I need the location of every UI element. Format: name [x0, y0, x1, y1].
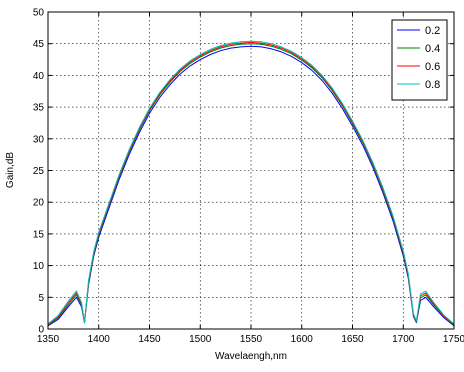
- x-tick-label: 1700: [392, 334, 415, 345]
- legend-box: [391, 19, 448, 101]
- legend-label: 0.4: [425, 43, 440, 55]
- y-tick-label: 25: [33, 166, 45, 177]
- series-group: [47, 40, 455, 327]
- x-tick-label: 1500: [189, 334, 212, 345]
- legend-label: 0.2: [425, 25, 440, 37]
- legend-label: 0.8: [425, 79, 440, 91]
- y-tick-label: 5: [38, 293, 44, 304]
- y-tick-label: 40: [33, 71, 45, 82]
- y-tick-label: 10: [33, 261, 45, 272]
- y-tick-label: 30: [33, 134, 45, 145]
- x-axis-label: Wavelaengh,nm: [215, 351, 287, 362]
- x-tick-label: 1550: [240, 334, 263, 345]
- x-tick-label: 1600: [291, 334, 314, 345]
- x-tick-label: 1450: [138, 334, 161, 345]
- legend-label: 0.6: [425, 61, 440, 73]
- y-tick-label: 35: [33, 103, 45, 114]
- y-tick-label: 0: [38, 325, 44, 336]
- grid: [48, 12, 454, 329]
- ticks: 1350 1400 1450 1500 1550 1600 1650 1700 17500510…: [33, 8, 464, 346]
- x-tick-label: 1350: [37, 334, 60, 345]
- y-tick-label: 50: [33, 8, 45, 19]
- x-tick-label: 1750: [443, 334, 464, 345]
- y-tick-label: 20: [33, 198, 45, 209]
- x-tick-label: 1400: [88, 334, 111, 345]
- y-tick-label: 45: [33, 39, 45, 50]
- x-tick-label: 1650: [341, 334, 364, 345]
- legend: 0.2 0.4 0.6 0.8: [391, 19, 448, 101]
- y-axis-label: Gain,dB: [5, 152, 16, 188]
- y-tick-label: 15: [33, 229, 45, 240]
- series-line-0.8: [47, 40, 455, 325]
